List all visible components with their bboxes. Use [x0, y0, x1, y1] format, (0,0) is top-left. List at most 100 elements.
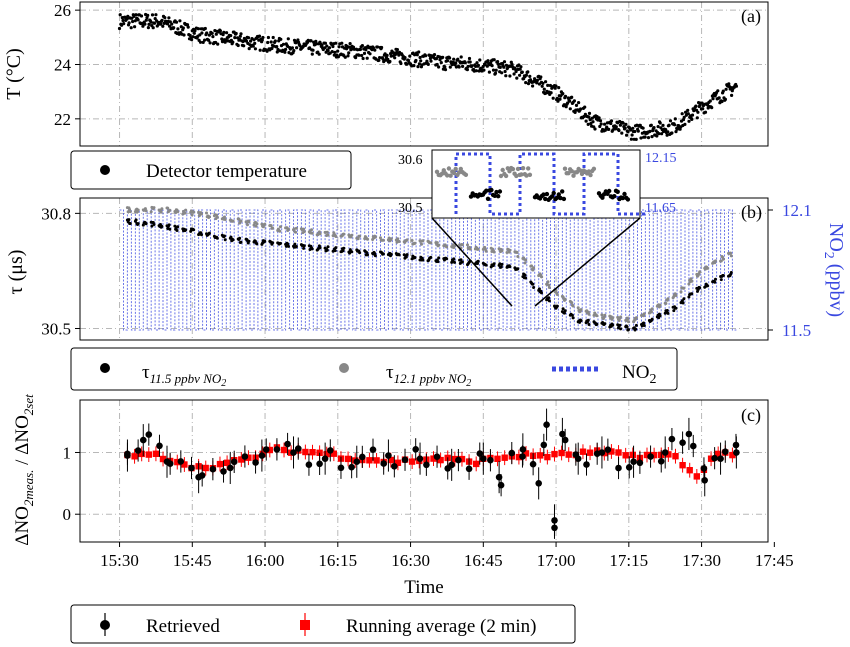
tau-low-point — [508, 265, 512, 269]
yticks-b: 30.5 30.8 — [41, 204, 80, 338]
avg-point — [159, 455, 167, 463]
inset-tau-low-point — [484, 188, 489, 193]
temperature-point — [551, 96, 555, 100]
tau-low-point — [231, 238, 235, 242]
temperature-point — [149, 20, 153, 24]
retrieved-point — [604, 446, 612, 454]
temperature-point — [253, 47, 257, 51]
tau-low-point — [239, 240, 243, 244]
temperature-point — [589, 121, 593, 126]
tau-high-point — [278, 229, 282, 233]
temperature-point — [279, 37, 283, 41]
temperature-point — [136, 18, 140, 22]
retrieved-key-point — [733, 449, 740, 456]
avg-point — [729, 451, 736, 459]
temperature-point — [371, 46, 375, 50]
tau-high-point — [269, 224, 273, 228]
inset-y2tick-top: 12.15 — [645, 151, 677, 166]
tau-high-point — [279, 225, 282, 229]
temperature-point — [229, 34, 233, 38]
temperature-point — [609, 121, 613, 126]
temperature-point — [139, 14, 144, 18]
temperature-point — [193, 29, 197, 33]
temperature-point — [708, 99, 712, 103]
tau-high-point — [476, 247, 480, 251]
retrieved-key-point — [535, 480, 542, 487]
tau-low-point — [619, 327, 623, 331]
avg-point — [330, 450, 337, 457]
temperature-point — [656, 125, 660, 129]
avg-point — [408, 458, 416, 465]
tau-high-point — [373, 235, 377, 239]
yticks-a: 22 24 26 — [54, 1, 80, 129]
tau-high-point — [246, 223, 249, 227]
retrieved-point — [348, 463, 355, 471]
temperature-point — [496, 60, 500, 64]
temperature-point — [482, 68, 486, 72]
temperature-point — [562, 103, 566, 107]
temperature-point — [333, 50, 337, 54]
tau-low-point — [595, 322, 599, 326]
temperature-point — [170, 22, 174, 26]
tau-low-point — [523, 273, 527, 277]
temperature-point — [242, 44, 246, 48]
temperature-point — [216, 42, 220, 46]
temperature-point — [443, 65, 447, 69]
inset-tau-low-point — [497, 189, 503, 194]
tau-high-point — [627, 320, 630, 324]
inset-tau-high-point — [571, 173, 576, 178]
temperature-point — [670, 131, 674, 135]
temperature-point — [373, 48, 377, 52]
tau-low-point — [665, 309, 669, 312]
tau-high-point — [358, 234, 362, 238]
avg-point — [387, 456, 394, 464]
tau-high-point — [516, 255, 520, 258]
legend-c-box — [70, 604, 576, 644]
tau-low-point — [642, 321, 646, 325]
tau-low-point — [134, 218, 138, 222]
legend-c-marker-2 — [300, 620, 310, 630]
temperature-point — [498, 65, 502, 69]
temperature-point — [399, 61, 403, 66]
panel-c: 01 (c) ΔNO2meas. / ΔNO2set 15:30 15:45 16:… — [12, 394, 794, 598]
ytick-label-1: 24 — [54, 55, 72, 74]
ytick-label-1: 1 — [63, 443, 72, 462]
temperature-point — [419, 59, 423, 63]
retrieved-key-point — [701, 477, 708, 484]
tau-high-point — [587, 312, 591, 316]
temperature-point — [607, 127, 611, 131]
temperature-point — [275, 50, 279, 54]
avg-point — [152, 450, 160, 457]
temperature-point — [414, 58, 418, 63]
temperature-point — [456, 57, 460, 61]
avg-point — [608, 448, 615, 455]
tau-low-point — [642, 324, 646, 327]
tau-low-point — [192, 228, 196, 232]
tau-high-point — [223, 218, 227, 221]
temperature-point — [470, 64, 474, 68]
legend-a: Detector temperature — [70, 150, 352, 190]
retrieved-point — [316, 460, 323, 468]
temperature-point — [292, 49, 296, 53]
temperature-point — [416, 65, 420, 69]
tau-low-point — [381, 252, 385, 256]
tau-low-point — [342, 246, 346, 250]
tau-low-point — [571, 316, 575, 320]
temperature-point — [290, 46, 294, 50]
avg-point — [458, 455, 466, 463]
tau-low-point — [690, 292, 694, 296]
tau-high-point — [658, 303, 662, 307]
yticks-c: 01 — [63, 443, 80, 524]
temperature-point — [660, 132, 664, 136]
retrieved-key-point — [124, 452, 131, 459]
temperature-point — [520, 70, 524, 74]
inset: 30.6 30.5 12.15 11.65 — [398, 149, 677, 219]
temperature-point — [524, 73, 529, 77]
tau-low-point — [373, 254, 377, 258]
avg-point — [280, 446, 288, 454]
tau-low-point — [128, 222, 132, 225]
inset-tau-high-point — [578, 168, 583, 173]
tau-high-point — [420, 242, 423, 246]
temperature-point — [542, 87, 546, 91]
avg-point — [558, 449, 565, 457]
